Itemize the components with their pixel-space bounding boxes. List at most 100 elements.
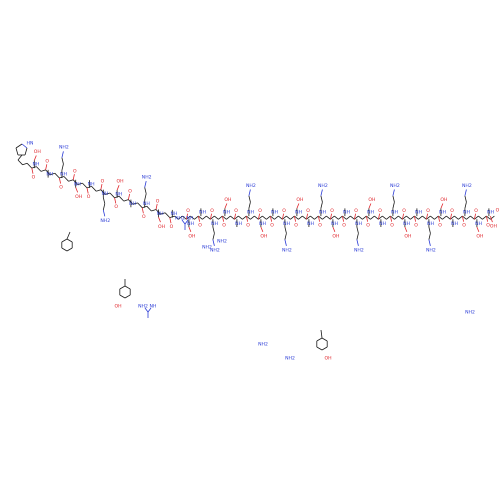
bond-48 (230, 215, 235, 220)
bond-5 (40, 169, 46, 172)
bond-107 (466, 215, 471, 220)
bond-175 (258, 213, 260, 220)
bond-265 (144, 307, 149, 313)
bond-138 (102, 203, 106, 211)
atom-label-oxygen-86: O (438, 222, 442, 228)
bond-118 (15, 147, 19, 156)
bond-90 (398, 215, 403, 220)
bond-195 (330, 213, 332, 220)
bond-94 (414, 215, 419, 220)
bond-122 (33, 155, 37, 161)
bond-87 (386, 215, 391, 220)
bond-74 (334, 215, 339, 220)
atom-label-amide_nh-23: NH (143, 201, 150, 207)
atom-label-amide_nh-55: NH (295, 210, 302, 216)
bond-70 (318, 215, 323, 220)
bond-187 (296, 203, 300, 209)
bond-97 (426, 215, 431, 220)
bond-38 (190, 215, 195, 220)
bond-75 (338, 215, 343, 220)
bond-254 (321, 346, 328, 351)
bond-208 (378, 213, 380, 220)
atom-label-oxygen-111: O (496, 208, 500, 214)
bond-101 (442, 215, 447, 220)
atom-label-oxygen-38: O (222, 222, 226, 228)
bond-51 (242, 215, 247, 220)
bond-17 (96, 189, 101, 192)
atom-label-amide_nh-74: NH (379, 221, 386, 227)
atom-label-amide_nh-92: NH (463, 210, 470, 216)
bond-234 (464, 189, 467, 196)
bond-26 (137, 202, 143, 208)
bond-7 (50, 172, 55, 176)
bond-34 (174, 215, 179, 220)
bond-112 (486, 215, 491, 220)
bond-228 (450, 213, 452, 220)
atom-label-hydroxyl-48: OH (260, 234, 267, 240)
atom-label-oxygen-35: O (210, 208, 214, 214)
bond-2 (26, 163, 33, 169)
bond-88 (390, 215, 395, 220)
bond-16 (91, 186, 97, 192)
bond-116 (24, 147, 28, 156)
bond-172 (248, 202, 251, 209)
bond-153 (169, 217, 172, 224)
atom-label-oxygen-9: O (73, 169, 77, 175)
atom-label-amine_group-61: NH2 (318, 183, 328, 189)
bond-56 (262, 215, 267, 220)
bond-227 (440, 203, 444, 209)
atom-label-hydroxyl-11: OH (75, 194, 82, 200)
atom-label-amide_nh-71: NH (367, 210, 374, 216)
bond-72 (326, 215, 331, 220)
atom-label-oxygen-75: O (390, 222, 394, 228)
bond-60 (278, 215, 283, 220)
bond-183 (284, 233, 287, 240)
bond-210 (390, 216, 392, 222)
bond-110 (478, 215, 483, 220)
bond-46 (222, 215, 227, 220)
bond-63 (290, 215, 295, 220)
atom-label-oxygen-28: O (170, 224, 174, 230)
bond-139 (102, 209, 106, 217)
atom-label-oxygen-1: O (32, 174, 36, 180)
bond-108 (470, 215, 475, 220)
bond-202 (356, 226, 359, 234)
bond-47 (226, 215, 231, 220)
bond-127 (61, 163, 64, 171)
bond-103 (450, 215, 455, 220)
bond-45 (218, 215, 223, 220)
bond-14 (82, 182, 88, 189)
bond-185 (294, 216, 296, 222)
atom-label-amine_group-77: NH2 (390, 183, 400, 189)
bond-59 (274, 215, 279, 220)
bond-106 (462, 215, 467, 220)
atom-label-amide_nh-102: NH (187, 216, 194, 222)
bond-257 (316, 337, 323, 342)
bond-162 (212, 226, 215, 234)
atom-label-hydroxyl-80: OH (404, 234, 411, 240)
bond-53 (250, 215, 255, 220)
bond-92 (406, 215, 411, 220)
bond-111 (482, 215, 487, 220)
bond-76 (342, 215, 347, 220)
bond-37 (186, 215, 191, 220)
bond-198 (342, 216, 344, 222)
bond-177 (260, 226, 264, 233)
bond-212 (392, 202, 395, 209)
bond-133 (86, 187, 89, 194)
bond-152 (158, 217, 161, 223)
bond-147 (144, 193, 147, 201)
atom-label-oxygen-43: O (246, 222, 250, 228)
bond-129 (61, 151, 64, 158)
atom-label-amide_nh-26: NH (157, 211, 164, 217)
bond-64 (294, 215, 299, 220)
atom-label-amide_nh-44: NH (247, 210, 254, 216)
bond-29 (151, 209, 157, 212)
atom-label-amide_nh-76: NH (391, 210, 398, 216)
bond-188 (306, 213, 308, 220)
bond-230 (462, 216, 464, 222)
atom-label-oxygen-81: O (414, 222, 418, 228)
atom-label-oxygen-33: O (198, 222, 202, 228)
atom-label-amide_nh-29: NH (171, 211, 178, 217)
bond-232 (464, 202, 467, 209)
